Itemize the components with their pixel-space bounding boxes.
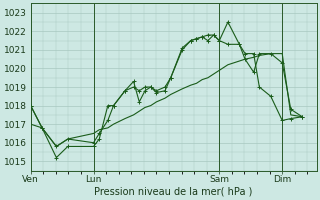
X-axis label: Pression niveau de la mer( hPa ): Pression niveau de la mer( hPa ): [94, 187, 253, 197]
